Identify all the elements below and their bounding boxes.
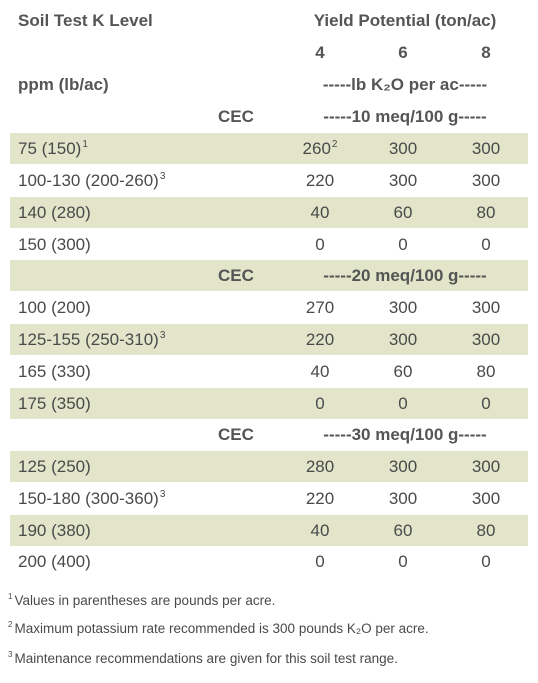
value-4: 270 (305, 298, 335, 317)
value-4: 40 (310, 362, 330, 381)
soil-test-level: 140 (280) (18, 203, 91, 222)
header-row-units: ppm (lb/ac) -----lb K₂O per ac----- (10, 69, 528, 100)
footnote-mark: 1 (82, 139, 88, 150)
yield-col-6: 6 (398, 43, 408, 62)
value-4: 0 (315, 235, 325, 254)
soil-test-level: 200 (400) (18, 552, 91, 571)
table-row: 75 (150)1 2602 300 300 (10, 133, 528, 164)
footnote-mark: 3 (159, 330, 166, 341)
value-8: 300 (471, 489, 501, 508)
cec-header-row: CEC -----30 meq/100 g----- (10, 419, 528, 450)
value-6: 0 (398, 235, 408, 254)
col-title-yield-potential: Yield Potential (ton/ac) (313, 11, 497, 30)
value-6: 60 (393, 203, 413, 222)
table-row: 190 (380) 40 60 80 (10, 515, 528, 546)
value-6: 60 (393, 362, 413, 381)
value-8: 0 (481, 235, 491, 254)
cec-label: CEC (218, 425, 254, 444)
yield-col-8: 8 (481, 43, 491, 62)
cec-label: CEC (218, 266, 254, 285)
table-row: 100 (200) 270 300 300 (10, 292, 528, 323)
value-8: 80 (476, 203, 496, 222)
cec-value: -----10 meq/100 g----- (323, 107, 487, 126)
footnote-2: 2 Maximum potassium rate recommended is 3… (8, 620, 429, 637)
value-4: 40 (310, 203, 330, 222)
table-row: 125 (250) 280 300 300 (10, 451, 528, 482)
value-8: 80 (476, 521, 496, 540)
cec-value: -----20 meq/100 g----- (323, 266, 487, 285)
value-6: 300 (388, 330, 418, 349)
table-row: 200 (400) 0 0 0 (10, 546, 528, 577)
value-8: 0 (481, 552, 491, 571)
value-6: 300 (388, 489, 418, 508)
footnote-mark: 2 (331, 139, 338, 150)
cec-header-row: CEC -----20 meq/100 g----- (10, 260, 528, 291)
value-4: 220 (305, 330, 335, 349)
soil-test-level: 125 (250) (18, 457, 91, 476)
value-6: 300 (388, 298, 418, 317)
value-4: 2602 (302, 139, 338, 158)
value-6: 300 (388, 171, 418, 190)
header-row-title: Soil Test K Level Yield Potential (ton/a… (10, 5, 528, 36)
col-title-soil-test: Soil Test K Level (18, 11, 153, 30)
value-8: 0 (481, 394, 491, 413)
value-6: 60 (393, 521, 413, 540)
cec-label: CEC (218, 107, 254, 126)
value-4: 0 (315, 552, 325, 571)
value-8: 300 (471, 330, 501, 349)
units-left: ppm (lb/ac) (18, 75, 109, 94)
header-row-yield-cols: 4 6 8 (10, 37, 528, 68)
value-8: 300 (471, 298, 501, 317)
value-4: 0 (315, 394, 325, 413)
soil-test-level: 175 (350) (18, 394, 91, 413)
soil-test-level: 150-180 (300-360)3 (18, 489, 166, 508)
cec-value: -----30 meq/100 g----- (323, 425, 487, 444)
table-row: 140 (280) 40 60 80 (10, 197, 528, 228)
value-6: 300 (388, 457, 418, 476)
value-8: 300 (471, 139, 501, 158)
table-row: 100-130 (200-260)3 220 300 300 (10, 165, 528, 196)
value-4: 40 (310, 521, 330, 540)
footnote-3: 3 Maintenance recommendations are given f… (8, 650, 398, 667)
footnote-mark: 3 (159, 489, 166, 500)
value-8: 300 (471, 457, 501, 476)
value-8: 80 (476, 362, 496, 381)
table-row: 150 (300) 0 0 0 (10, 229, 528, 260)
value-4: 220 (305, 489, 335, 508)
soil-test-level: 100 (200) (18, 298, 91, 317)
soil-test-level: 190 (380) (18, 521, 91, 540)
cec-header-row: CEC -----10 meq/100 g----- (10, 101, 528, 132)
table-row: 165 (330) 40 60 80 (10, 356, 528, 387)
table-row: 150-180 (300-360)3 220 300 300 (10, 483, 528, 514)
value-6: 300 (388, 139, 418, 158)
units-right: -----lb K₂O per ac----- (322, 75, 488, 94)
soil-test-level: 165 (330) (18, 362, 91, 381)
value-6: 0 (398, 552, 408, 571)
value-4: 280 (305, 457, 335, 476)
value-4: 220 (305, 171, 335, 190)
yield-col-4: 4 (315, 43, 325, 62)
soil-test-level: 150 (300) (18, 235, 91, 254)
value-6: 0 (398, 394, 408, 413)
table-row: 175 (350) 0 0 0 (10, 388, 528, 419)
soil-test-level: 125-155 (250-310)3 (18, 330, 166, 349)
soil-test-level: 75 (150)1 (18, 139, 88, 158)
footnote-1: 1 Values in parentheses are pounds per ac… (8, 592, 276, 609)
footnote-mark: 3 (159, 171, 166, 182)
value-8: 300 (471, 171, 501, 190)
table-row: 125-155 (250-310)3 220 300 300 (10, 324, 528, 355)
soil-test-level: 100-130 (200-260)3 (18, 171, 166, 190)
